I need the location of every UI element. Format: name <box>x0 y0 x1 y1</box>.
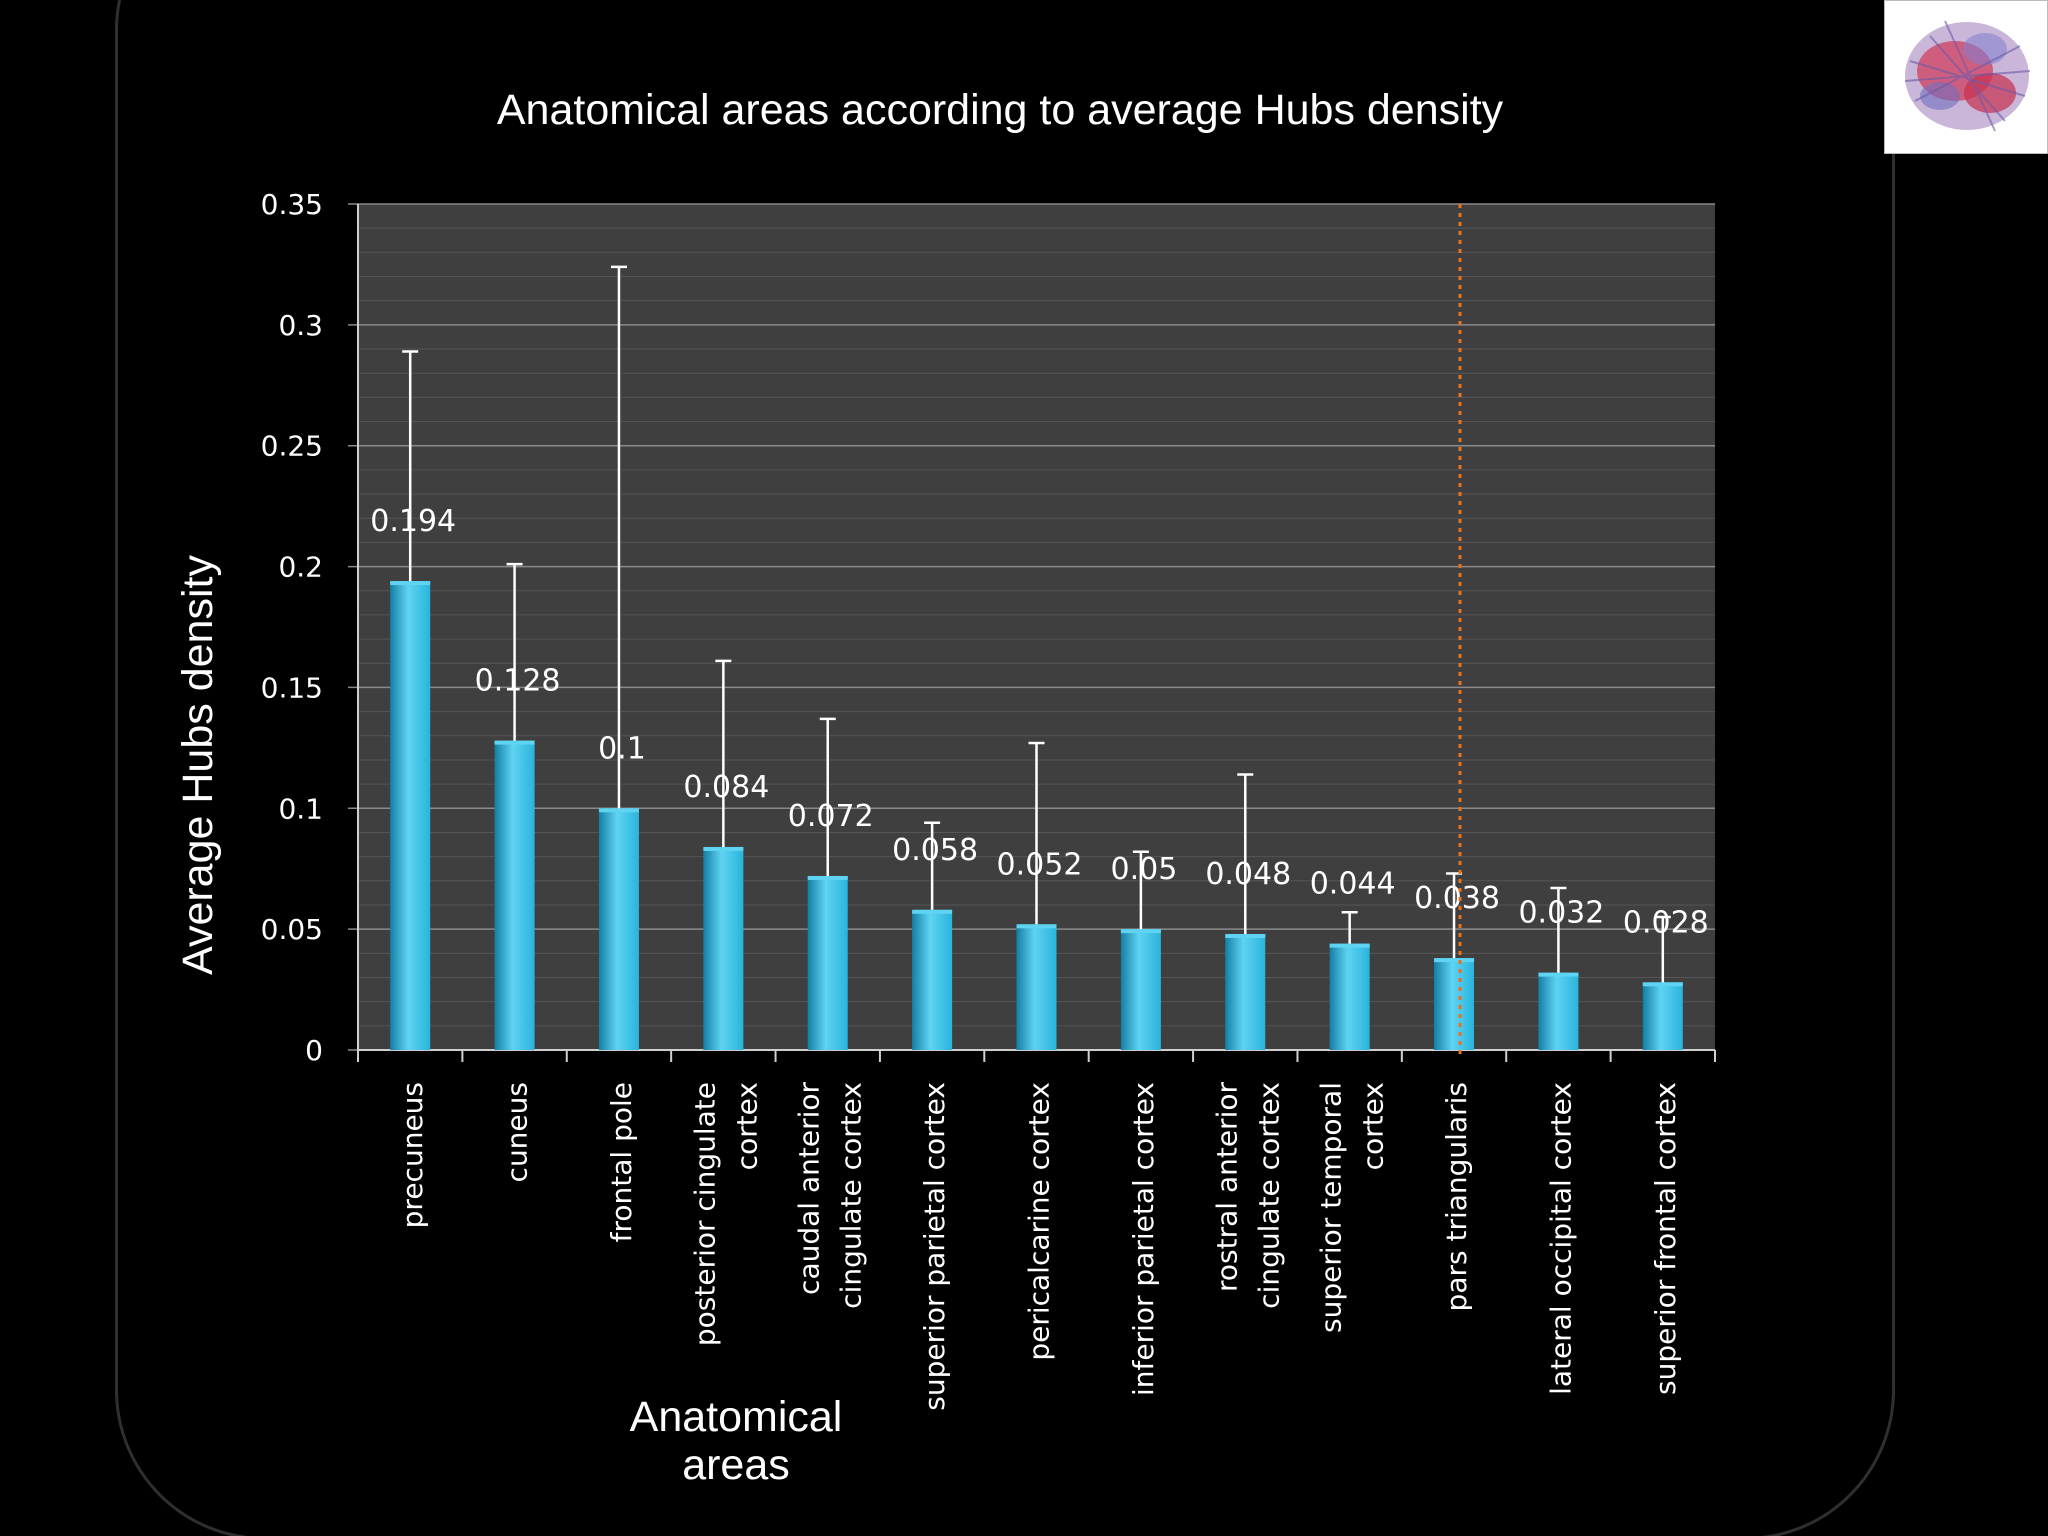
category-label-line: superior temporal <box>1315 1082 1348 1333</box>
category-label: superior parietal cortex <box>918 1082 951 1411</box>
y-tick-label: 0.15 <box>261 671 323 704</box>
y-axis-title: Average Hubs density <box>174 555 222 975</box>
category-label: inferior parietal cortex <box>1127 1082 1160 1396</box>
bar-top-highlight <box>598 808 639 813</box>
bar-top-highlight <box>912 909 953 914</box>
category-label-line: cingulate cortex <box>1252 1082 1285 1309</box>
category-label-line: cortex <box>730 1082 763 1170</box>
bar-top-highlight <box>1225 933 1266 938</box>
bar-top-highlight <box>1538 972 1579 977</box>
y-tick-label: 0.2 <box>278 551 323 584</box>
data-label: 0.032 <box>1518 896 1604 931</box>
category-label-line: pericalcarine cortex <box>1023 1082 1056 1361</box>
category-label: frontal pole <box>605 1082 638 1242</box>
bar <box>703 846 744 1050</box>
category-label: cuneus <box>501 1082 534 1182</box>
y-tick-label: 0.1 <box>278 792 323 825</box>
category-label: pars triangularis <box>1440 1082 1473 1311</box>
category-label: posterior cingulate cortex <box>688 1082 763 1346</box>
bar <box>1016 924 1057 1050</box>
category-label: rostral anterior cingulate cortex <box>1210 1082 1285 1309</box>
bar <box>1642 982 1683 1050</box>
bar <box>1225 933 1266 1050</box>
data-label: 0.058 <box>892 833 978 868</box>
category-label-line: lateral occipital cortex <box>1544 1082 1577 1395</box>
y-tick-label: 0 <box>305 1034 323 1067</box>
y-tick-label: 0.05 <box>261 913 323 946</box>
category-label: superior frontal cortex <box>1649 1082 1682 1395</box>
bar <box>807 875 848 1050</box>
category-label-line: cingulate cortex <box>835 1082 868 1309</box>
bar-top-highlight <box>1120 929 1161 934</box>
brain-network-image <box>1904 20 2031 132</box>
data-label: 0.028 <box>1623 905 1709 940</box>
category-label-line: posterior cingulate <box>688 1082 721 1346</box>
bar <box>1538 972 1579 1050</box>
data-label: 0.1 <box>598 731 646 766</box>
data-label: 0.128 <box>475 664 561 699</box>
data-label: 0.084 <box>683 770 769 805</box>
data-label: 0.044 <box>1310 867 1396 902</box>
bar <box>1329 943 1370 1050</box>
bar <box>390 581 431 1050</box>
category-label-line: caudal anterior <box>793 1082 826 1295</box>
y-tick-label: 0.35 <box>261 188 323 221</box>
bar-top-highlight <box>1434 958 1475 963</box>
data-label: 0.194 <box>370 504 456 539</box>
bar <box>494 740 535 1050</box>
bar-top-highlight <box>1016 924 1057 929</box>
category-label-line: cuneus <box>501 1082 534 1182</box>
bar-top-highlight <box>1329 943 1370 948</box>
bar <box>1120 929 1161 1050</box>
category-label-line: cortex <box>1357 1082 1390 1170</box>
data-label: 0.072 <box>788 799 874 834</box>
bar-top-highlight <box>1642 982 1683 987</box>
y-tick-label: 0.25 <box>261 430 323 463</box>
data-label: 0.052 <box>997 847 1083 882</box>
category-label: superior temporal cortex <box>1315 1082 1390 1333</box>
x-axis-title-line: areas <box>682 1441 790 1489</box>
category-label-line: precuneus <box>396 1082 429 1228</box>
category-label: lateral occipital cortex <box>1544 1082 1577 1395</box>
bar-top-highlight <box>807 875 848 880</box>
slide-frame <box>115 0 1895 1536</box>
category-label-line: frontal pole <box>605 1082 638 1242</box>
bar-top-highlight <box>703 846 744 851</box>
data-label: 0.05 <box>1110 852 1177 887</box>
category-label-line: inferior parietal cortex <box>1127 1082 1160 1396</box>
bar <box>912 909 953 1050</box>
x-axis-title-line: Anatomical <box>630 1393 843 1441</box>
category-label-line: superior frontal cortex <box>1649 1082 1682 1395</box>
y-tick-label: 0.3 <box>278 309 323 342</box>
bar-top-highlight <box>494 740 535 745</box>
brain-network-thumbnail <box>1884 0 2048 154</box>
category-label: precuneus <box>396 1082 429 1228</box>
category-label: caudal anterior cingulate cortex <box>793 1082 868 1309</box>
bar <box>598 808 639 1050</box>
category-label-line: pars triangularis <box>1440 1082 1473 1311</box>
category-label-line: rostral anterior <box>1210 1082 1243 1292</box>
bar-top-highlight <box>390 581 431 586</box>
category-label: pericalcarine cortex <box>1023 1082 1056 1361</box>
slide-title: Anatomical areas according to average Hu… <box>496 86 1504 134</box>
category-label-line: superior parietal cortex <box>918 1082 951 1411</box>
data-label: 0.038 <box>1414 881 1500 916</box>
bar <box>1434 958 1475 1050</box>
data-label: 0.048 <box>1205 857 1291 892</box>
